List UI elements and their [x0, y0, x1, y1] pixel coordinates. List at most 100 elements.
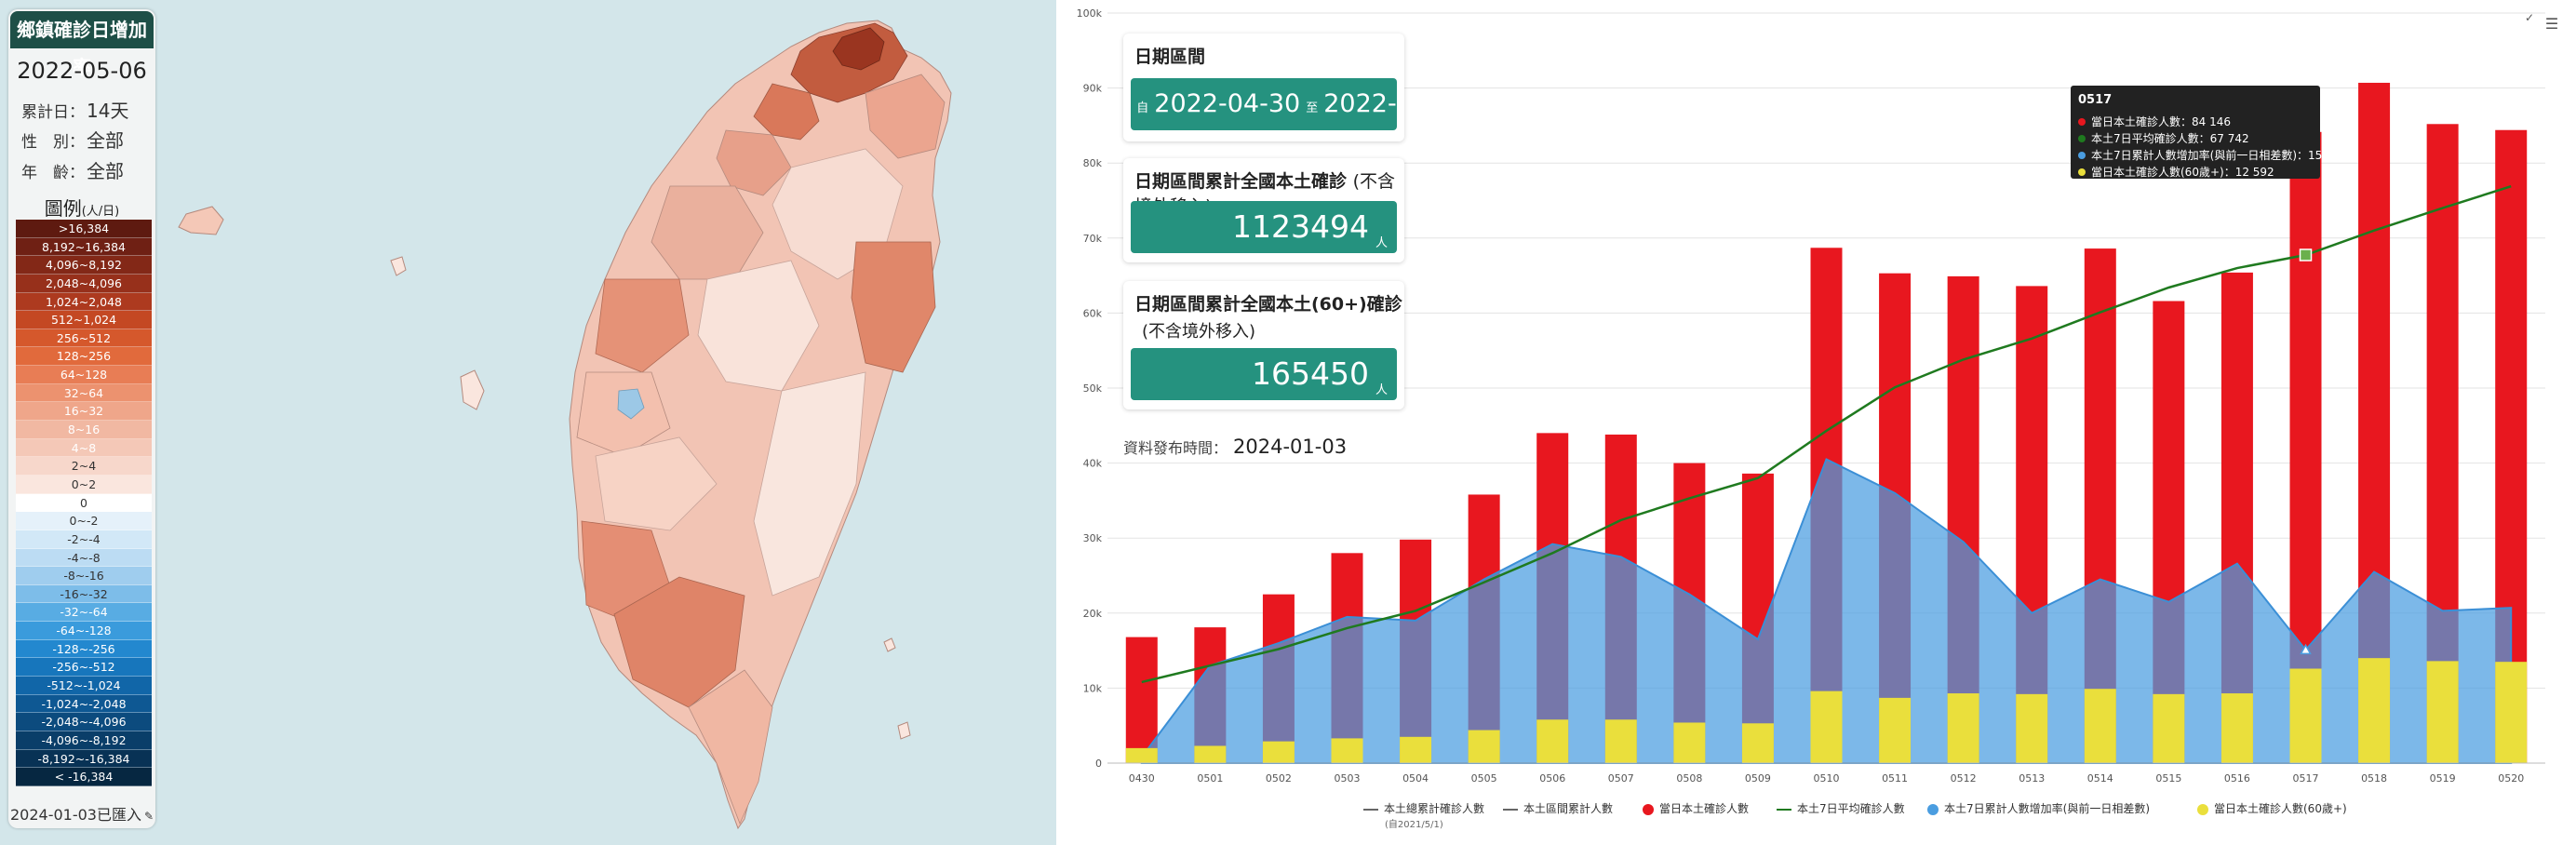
map-region-yilan[interactable] [865, 74, 946, 159]
legend-date[interactable]: 2022-05-06 [17, 58, 147, 84]
legend-scale-row: 16~32 [16, 402, 152, 422]
legend-scale-row: 0~-2 [16, 512, 152, 530]
taiwan-map[interactable] [0, 0, 1056, 845]
map-panel[interactable]: 鄉鎮確診日增加率 2022-05-06 累計日： 14天 性 別： 全部 年 齡：全… [0, 0, 1056, 845]
publish-label: 資料發布時間： [1123, 439, 1228, 457]
legend-swatch [1363, 808, 1378, 811]
hamburger-menu-icon[interactable]: ☰ [2544, 15, 2559, 33]
check-icon[interactable]: ✓ [2525, 11, 2535, 24]
tooltip-dot [2078, 152, 2086, 159]
line-7day-average [1141, 184, 2512, 684]
chart-legend-item[interactable]: 本土7日平均確診人數 [1777, 800, 1905, 816]
map-region-taitung[interactable] [753, 371, 866, 597]
chart-legend-item[interactable]: 當日本土確診人數 [1643, 800, 1749, 816]
map-region-hualien[interactable] [851, 241, 936, 373]
legend-scale-row: -64~-128 [16, 622, 152, 640]
map-island-orchid[interactable] [897, 721, 911, 740]
legend-heading-text: 圖例 [44, 197, 82, 220]
param-gender[interactable]: 性 別： 全部 [21, 126, 152, 153]
chart-legend-item[interactable]: 當日本土確診人數(60歲+) [2197, 800, 2347, 816]
chart-legend-label: 當日本土確診人數 [1659, 802, 1750, 815]
chart-legend-item[interactable]: 本土區間累計人數 [1503, 800, 1613, 816]
tooltip-row-text: 當日本土確診人數：84 146 [2091, 115, 2231, 128]
bar-daily-cases-60plus [1468, 730, 1500, 763]
chart-legend-item[interactable]: 本土7日累計人數增加率(與前一日相差數) [1927, 800, 2150, 816]
publish-value: 2024-01-03 [1233, 436, 1348, 458]
map-region-pingtung[interactable] [688, 669, 773, 825]
map-region-taoyuan[interactable] [753, 83, 820, 141]
publish-time: 資料發布時間： 2024-01-03 [1123, 436, 1347, 458]
bar-daily-cases-60plus [2016, 693, 2048, 763]
elder-value: 165450 [1252, 355, 1369, 392]
tooltip-dot [2078, 168, 2086, 176]
bar-daily-cases-60plus [1741, 723, 1774, 763]
x-tick-label: 0502 [1266, 772, 1292, 785]
bar-daily-cases-60plus [1947, 693, 1979, 763]
map-region-kaohsiung[interactable] [613, 576, 745, 708]
y-tick-label: 0 [1095, 758, 1102, 770]
legend-swatch [1777, 808, 1791, 811]
param-age[interactable]: 年 齡： 全部 [21, 156, 152, 183]
tooltip-dot [2078, 118, 2086, 126]
x-tick-label: 0508 [1676, 772, 1702, 785]
chart-legend-label: 本土總累計確診人數 [1384, 802, 1485, 815]
legend-scale-row: -2,048~-4,096 [16, 713, 152, 731]
tooltip-row-text: 本土7日平均確診人數：67 742 [2091, 132, 2249, 145]
line-marker [2299, 248, 2313, 262]
param-days[interactable]: 累計日： 14天 [21, 96, 152, 123]
tooltip-title: 0517 [2078, 93, 2113, 107]
bar-daily-cases-60plus [1331, 738, 1363, 763]
range-card-title: 日期區間 [1134, 47, 1206, 67]
map-region-yunlin[interactable] [576, 371, 671, 457]
legend-scale-row: 64~128 [16, 366, 152, 384]
map-island-kinmen[interactable] [178, 206, 224, 235]
y-tick-label: 70k [1083, 233, 1103, 245]
map-region-hsinchu[interactable] [716, 129, 792, 196]
x-tick-label: 0516 [2224, 772, 2250, 785]
bar-daily-cases-60plus [2358, 658, 2391, 763]
param-days-value[interactable]: 14天 [87, 100, 129, 122]
x-tick-label: 0518 [2361, 772, 2387, 785]
x-tick-label: 0517 [2293, 772, 2319, 785]
map-region-taipei[interactable] [832, 27, 885, 71]
x-tick-label: 0430 [1129, 772, 1155, 785]
edit-icon[interactable]: ✎ [143, 810, 154, 823]
legend-footer[interactable]: 2024-01-03已匯入 ✎ [8, 802, 155, 825]
legend-scale-row: 512~1,024 [16, 311, 152, 329]
bar-daily-cases-60plus [2153, 693, 2185, 763]
map-island-greenisland[interactable] [883, 637, 896, 652]
bar-daily-cases-60plus [1536, 719, 1569, 763]
legend-scale-row: -4~-8 [16, 548, 152, 568]
x-tick-label: 0510 [1814, 772, 1840, 785]
bar-daily-cases-60plus [1262, 741, 1295, 763]
map-region-changhua[interactable] [595, 278, 690, 373]
legend-scale-row: -256~-512 [16, 658, 152, 677]
total-value: 1123494 [1232, 208, 1369, 245]
map-island-matsu[interactable] [390, 256, 407, 276]
range-mid: 至 [1306, 101, 1319, 115]
tooltip-row-text: 當日本土確診人數(60歲+)：12 592 [2091, 166, 2274, 179]
tooltip-row: 當日本土確診人數(60歲+)：12 592 [2078, 164, 2274, 180]
chart-tooltip: 0517 當日本土確診人數：84 146 本土7日平均確診人數：67 742 本… [2071, 86, 2347, 180]
map-legend-panel: 鄉鎮確診日增加率 2022-05-06 累計日： 14天 性 別： 全部 年 齡：全… [8, 9, 155, 828]
map-region-chiayi[interactable] [595, 436, 718, 531]
bar-daily-cases-60plus [1125, 747, 1158, 763]
elder-unit: 人 [1375, 383, 1388, 397]
legend-scale-row: 4,096~8,192 [16, 256, 152, 275]
map-region-lake[interactable] [617, 388, 645, 420]
range-start-date[interactable]: 2022-04-30 [1154, 89, 1301, 118]
chart-legend-item[interactable]: 本土總累計確診人數 [1363, 800, 1484, 816]
elder-card-note: (不含境外移入) [1142, 322, 1256, 342]
param-gender-value[interactable]: 全部 [87, 129, 124, 152]
chart-legend-sub: (自2021/5/1) [1385, 820, 1443, 830]
bar-daily-cases-60plus [1879, 697, 1912, 763]
tooltip-row: 本土7日平均確診人數：67 742 [2078, 130, 2249, 146]
y-tick-label: 80k [1083, 157, 1103, 169]
legend-scale-row: -16~-32 [16, 584, 152, 604]
param-age-value[interactable]: 全部 [87, 160, 124, 182]
legend-unit: (人/日) [81, 205, 120, 219]
x-tick-label: 0515 [2155, 772, 2181, 785]
map-island-penghu[interactable] [460, 369, 485, 410]
x-tick-label: 0505 [1471, 772, 1497, 785]
